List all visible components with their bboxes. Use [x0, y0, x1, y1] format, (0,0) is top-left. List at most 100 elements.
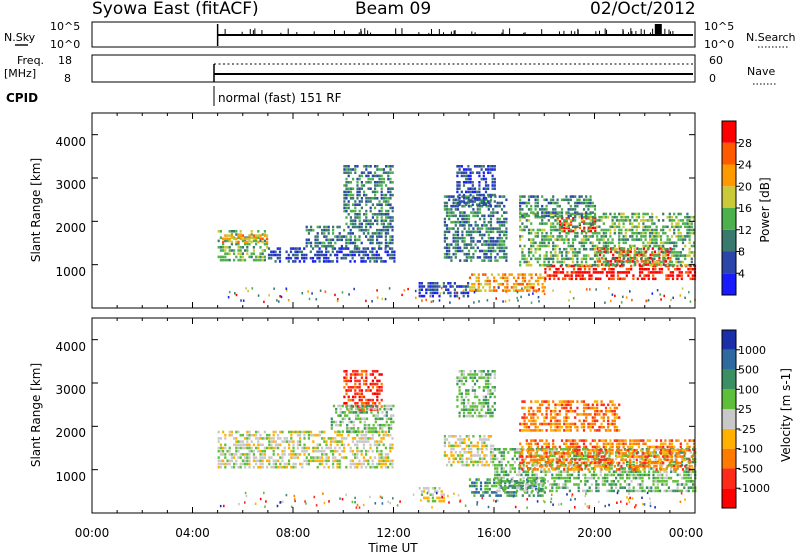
- heatmap-cell: [493, 276, 496, 280]
- heatmap-cell: [347, 253, 350, 257]
- heatmap-cell: [521, 445, 524, 449]
- heatmap-cell: [246, 240, 249, 244]
- heatmap-cell: [620, 219, 623, 222]
- heatmap-cell: [542, 489, 545, 493]
- heatmap-cell: [360, 256, 363, 260]
- heatmap-cell: [314, 244, 317, 248]
- heatmap-cell: [509, 480, 512, 483]
- heatmap-cell: [481, 243, 484, 246]
- heatmap-cell: [601, 256, 604, 260]
- heatmap-cell: [341, 404, 344, 408]
- heatmap-cell: [656, 448, 659, 451]
- heatmap-cell: [560, 225, 564, 229]
- heatmap-cell: [222, 255, 225, 259]
- heatmap-cell: [325, 453, 328, 456]
- heatmap-cell: [591, 211, 594, 214]
- heatmap-cell: [574, 228, 577, 232]
- heatmap-cell: [647, 263, 650, 266]
- heatmap-cell: [573, 483, 576, 486]
- heatmap-cell: [507, 480, 510, 483]
- heatmap-cell: [294, 260, 297, 263]
- heatmap-cell: [361, 404, 364, 408]
- heatmap-cell: [528, 273, 531, 276]
- heatmap-cell: [646, 219, 649, 222]
- heatmap-cell: [366, 253, 370, 257]
- heatmap-cell: [452, 233, 455, 237]
- heatmap-cell: [513, 451, 516, 454]
- heatmap-cell: [294, 465, 297, 469]
- heatmap-cell: [611, 225, 614, 229]
- heatmap-cell: [454, 291, 457, 295]
- heatmap-cell: [365, 193, 368, 197]
- heatmap-cell: [461, 211, 464, 214]
- heatmap-cell: [551, 483, 554, 486]
- heatmap-cell: [312, 440, 315, 443]
- heatmap-cell: [274, 462, 277, 466]
- heatmap-cell: [305, 244, 308, 248]
- heatmap-cell: [321, 232, 324, 235]
- heatmap-cell: [644, 228, 647, 232]
- heatmap-cell: [530, 228, 533, 232]
- heatmap-cell: [257, 236, 260, 239]
- heatmap-cell: [677, 257, 680, 261]
- heatmap-cell: [257, 234, 260, 237]
- heatmap-cell: [574, 215, 577, 219]
- heatmap-cell: [257, 465, 260, 469]
- velocity-heatmap: [217, 370, 697, 509]
- heatmap-cell: [371, 222, 374, 226]
- heatmap-cell: [360, 222, 363, 226]
- heatmap-cell: [598, 260, 602, 263]
- heatmap-cell: [228, 246, 231, 249]
- heatmap-cell: [619, 470, 622, 473]
- heatmap-cell: [465, 463, 468, 467]
- heatmap-cell: [367, 386, 370, 389]
- heatmap-cell: [462, 370, 466, 373]
- heatmap-cell: [316, 235, 319, 238]
- heatmap-cell: [650, 486, 653, 489]
- heatmap-cell: [290, 449, 293, 453]
- heatmap-cell: [567, 208, 570, 211]
- heatmap-cell: [655, 244, 658, 248]
- heatmap-cell: [363, 171, 366, 174]
- heatmap-cell: [544, 267, 547, 271]
- heatmap-cell: [356, 379, 359, 383]
- heatmap-cell: [690, 257, 693, 261]
- heatmap-cell: [470, 447, 473, 451]
- heatmap-cell: [681, 489, 684, 493]
- heatmap-cell: [646, 225, 649, 229]
- heatmap-cell: [498, 204, 501, 208]
- heatmap-cell: [488, 282, 491, 286]
- heatmap-cell: [358, 209, 361, 213]
- heatmap-cell: [459, 454, 462, 457]
- heatmap-cell: [555, 476, 558, 480]
- heatmap-cell: [384, 232, 387, 235]
- heatmap-cell: [573, 476, 576, 480]
- heatmap-cell: [294, 456, 297, 459]
- heatmap-cell: [361, 407, 364, 411]
- heatmap-cell: [651, 241, 654, 245]
- heatmap-cell: [621, 467, 624, 470]
- heatmap-cell: [476, 405, 479, 408]
- heatmap-cell: [490, 491, 494, 494]
- heatmap-cell: [537, 494, 540, 497]
- heatmap-cell: [545, 204, 548, 208]
- heatmap-cell: [568, 277, 571, 281]
- heatmap-cell: [624, 215, 627, 219]
- heatmap-cell: [689, 300, 692, 303]
- heatmap-cell: [458, 171, 461, 174]
- heatmap-cell: [356, 187, 359, 190]
- heatmap-cell: [644, 235, 647, 238]
- heatmap-cell: [292, 253, 295, 257]
- heatmap-cell: [469, 405, 472, 408]
- heatmap-cell: [618, 212, 621, 216]
- heatmap-cell: [522, 480, 525, 483]
- heatmap-cell: [246, 242, 249, 246]
- heatmap-cell: [438, 294, 441, 298]
- heatmap-cell: [391, 462, 394, 466]
- heatmap-cell: [684, 235, 687, 238]
- heatmap-cell: [688, 247, 691, 251]
- heatmap-cell: [618, 251, 621, 254]
- heatmap-cell: [619, 467, 622, 470]
- heatmap-cell: [477, 282, 480, 286]
